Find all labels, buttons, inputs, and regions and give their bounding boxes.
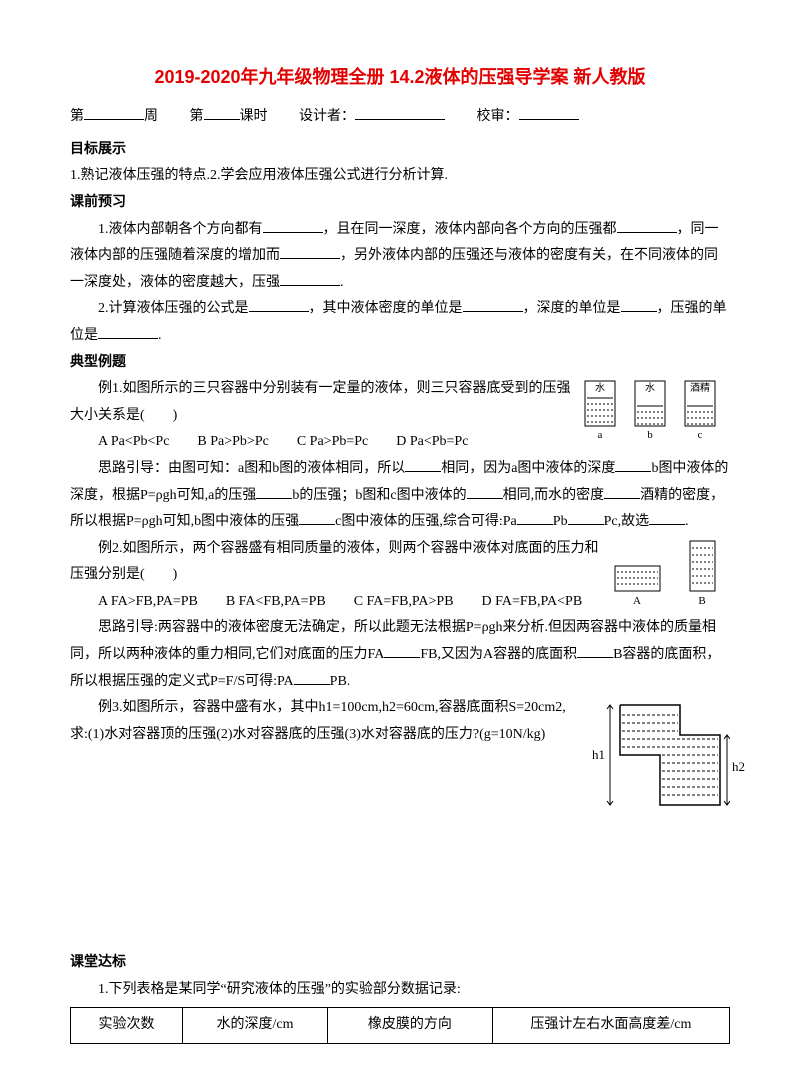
ex1-hint-b: 相同，因为a图中液体的深度 [441, 461, 615, 476]
blank-reviewer[interactable] [519, 105, 579, 120]
blank[interactable] [617, 218, 677, 233]
preview-p2-c: ，深度的单位是 [523, 301, 621, 316]
svg-text:A: A [633, 595, 641, 607]
page-title: 2019-2020年九年级物理全册 14.2液体的压强导学案 新人教版 [70, 60, 730, 94]
period-pre: 第 [190, 109, 204, 124]
h2-label: h2 [732, 755, 800, 780]
preview-p1-a: 1.液体内部朝各个方向都有 [98, 222, 263, 237]
goal-text: 1.熟记液体压强的特点.2.学会应用液体压强公式进行分析计算. [70, 163, 730, 190]
blank[interactable] [577, 643, 613, 658]
ex1-hint-d: b的压强；b图和c图中液体的 [292, 488, 466, 503]
blank[interactable] [98, 324, 158, 339]
th-2: 水的深度/cm [183, 1008, 328, 1044]
experiment-table: 实验次数 水的深度/cm 橡皮膜的方向 压强计左右水面高度差/cm [70, 1007, 730, 1044]
svg-text:水: 水 [645, 382, 655, 394]
meta-line: 第 周 第 课时 设计者： 校审： [70, 104, 730, 131]
th-3: 橡皮膜的方向 [327, 1008, 492, 1044]
preview-p1: 1.液体内部朝各个方向都有，且在同一深度，液体内部向各个方向的压强都，同一液体内… [70, 217, 730, 297]
preview-p2: 2.计算液体压强的公式是，其中液体密度的单位是，深度的单位是，压强的单位是. [70, 296, 730, 349]
ex2-hint-b: FB,又因为A容器的底面积 [420, 647, 577, 662]
preview-p1-b: ，且在同一深度，液体内部向各个方向的压强都 [323, 222, 617, 237]
blank[interactable] [299, 510, 335, 525]
svg-text:h1: h1 [592, 747, 605, 762]
week-post: 周 [144, 109, 158, 124]
svg-text:a: a [598, 429, 603, 441]
blank[interactable] [294, 670, 330, 685]
ex1-hint-e: 相同,而水的密度 [503, 488, 605, 503]
blank[interactable] [467, 484, 503, 499]
reviewer-label: 校审： [477, 109, 519, 124]
ex2-hint: 思路引导:两容器中的液体密度无法确定，所以此题无法根据P=ρgh来分析.但因两容… [70, 615, 730, 695]
week-pre: 第 [70, 109, 84, 124]
section-goal-head: 目标展示 [70, 137, 730, 164]
ex2-hint-d: PB. [330, 674, 351, 689]
blank-period[interactable] [204, 105, 240, 120]
blank[interactable] [517, 510, 553, 525]
section-examples-head: 典型例题 [70, 350, 730, 377]
th-1: 实验次数 [71, 1008, 183, 1044]
preview-p2-e: . [158, 328, 162, 343]
preview-p1-e: . [340, 275, 344, 290]
blank[interactable] [621, 297, 657, 312]
preview-p2-b: ，其中液体密度的单位是 [309, 301, 463, 316]
inclass-p1: 1.下列表格是某同学“研究液体的压强”的实验部分数据记录: [70, 977, 730, 1004]
period-post: 课时 [240, 109, 268, 124]
blank[interactable] [615, 457, 651, 472]
blank[interactable] [649, 510, 685, 525]
ex1-hint: 思路引导：由图可知：a图和b图的液体相同，所以相同，因为a图中液体的深度b图中液… [70, 456, 730, 536]
svg-text:酒精: 酒精 [690, 381, 710, 394]
blank[interactable] [280, 271, 340, 286]
ex1-hint-j: . [685, 514, 689, 529]
svg-text:水: 水 [595, 382, 605, 394]
blank[interactable] [263, 218, 323, 233]
blank-week[interactable] [84, 105, 144, 120]
blank[interactable] [256, 484, 292, 499]
blank[interactable] [280, 244, 340, 259]
blank[interactable] [604, 484, 640, 499]
ex1-hint-i: Pc,故选 [604, 514, 650, 529]
ex1-hint-h: Pb [553, 514, 568, 529]
figure-ex2: A B [610, 536, 730, 611]
section-inclass-head: 课堂达标 [70, 950, 730, 977]
section-preview-head: 课前预习 [70, 190, 730, 217]
th-4: 压强计左右水面高度差/cm [492, 1008, 729, 1044]
blank[interactable] [463, 297, 523, 312]
blank[interactable] [249, 297, 309, 312]
blank-designer[interactable] [355, 105, 445, 120]
figure-ex1: 水 a 水 b 酒精 c [580, 376, 730, 446]
ex1-hint-g: c图中液体的压强,综合可得:Pa [335, 514, 517, 529]
table-header-row: 实验次数 水的深度/cm 橡皮膜的方向 压强计左右水面高度差/cm [71, 1008, 730, 1044]
svg-text:c: c [698, 429, 703, 441]
preview-p2-a: 2.计算液体压强的公式是 [98, 301, 249, 316]
svg-text:b: b [647, 429, 653, 441]
svg-text:B: B [698, 595, 705, 607]
blank[interactable] [568, 510, 604, 525]
designer-label: 设计者： [299, 109, 355, 124]
ex1-hint-a: 思路引导：由图可知：a图和b图的液体相同，所以 [98, 461, 405, 476]
blank[interactable] [405, 457, 441, 472]
blank[interactable] [384, 643, 420, 658]
figure-ex3: h1 h2 [580, 695, 730, 840]
